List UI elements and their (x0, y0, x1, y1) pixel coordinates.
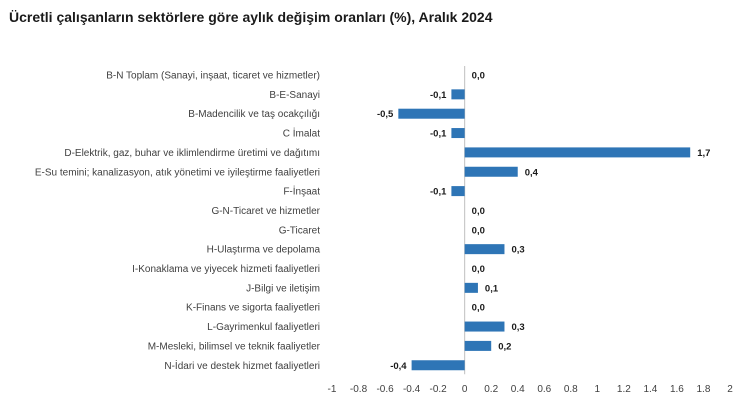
data-label: 0,2 (498, 341, 511, 352)
category-label: B-E-Sanayi (269, 90, 320, 101)
category-label: E-Su temini; kanalizasyon, atık yönetimi… (35, 167, 320, 178)
x-tick-label: -0.4 (403, 384, 421, 395)
x-tick-label: 1.6 (670, 384, 684, 395)
bar (464, 166, 518, 177)
category-label: B-Madencilik ve taş ocakçılığı (188, 109, 320, 120)
bar (464, 244, 505, 255)
bar (411, 360, 465, 371)
bar (464, 147, 691, 158)
bar (451, 89, 465, 100)
category-label: G-N-Ticaret ve hizmetler (211, 206, 320, 217)
x-tick-label: 1.2 (617, 384, 631, 395)
data-label: 0,0 (472, 264, 485, 275)
category-label: K-Finans ve sigorta faaliyetleri (186, 303, 320, 314)
category-label: B-N Toplam (Sanayi, inşaat, ticaret ve h… (106, 71, 320, 82)
x-tick-label: 0.4 (511, 384, 525, 395)
x-tick-label: 0.6 (537, 384, 551, 395)
bar (451, 128, 465, 139)
category-label: N-İdari ve destek hizmet faaliyetleri (164, 359, 320, 372)
data-label: -0,1 (430, 90, 447, 101)
x-tick-label: 1 (595, 384, 601, 395)
data-label: -0,5 (377, 109, 394, 120)
category-label: H-Ulaştırma ve depolama (207, 245, 321, 256)
data-label: 0,3 (511, 322, 524, 333)
data-label: 0,0 (472, 303, 485, 314)
bar (451, 186, 465, 197)
bar (464, 321, 505, 332)
data-label: -0,1 (430, 129, 447, 140)
x-tick-label: 0 (462, 384, 468, 395)
data-label: 0,3 (511, 245, 524, 256)
category-label: G-Ticaret (279, 225, 321, 236)
x-axis-ticks-group: -1 -0.8 -0.6 -0.4 -0.2 0 0.2 0.4 0.6 0.8 1 1.2 1.4 1.… (328, 384, 734, 395)
x-tick-label: 0.8 (564, 384, 578, 395)
data-label: -0,4 (390, 361, 407, 372)
data-labels-group: 0,0-0,1-0,5-0,11,70,4-0,10,00,00,30,00,1… (377, 71, 710, 372)
chart-title: Ücretli çalışanların sektörlere göre ayl… (9, 9, 493, 25)
bar (464, 282, 478, 293)
bar (398, 108, 465, 119)
x-tick-label: -0.8 (350, 384, 368, 395)
bars-group (398, 66, 691, 375)
category-label: L-Gayrimenkul faaliyetleri (207, 322, 320, 333)
data-label: 1,7 (697, 148, 710, 159)
x-tick-label: 0.2 (484, 384, 498, 395)
x-tick-label: 2 (727, 384, 733, 395)
category-label: M-Mesleki, bilimsel ve teknik faaliyetle… (148, 341, 321, 352)
category-label: F-İnşaat (283, 185, 320, 198)
x-tick-label: 1.8 (697, 384, 711, 395)
data-label: -0,1 (430, 187, 447, 198)
bar (464, 340, 492, 351)
x-tick-label: -1 (328, 384, 337, 395)
data-label: 0,1 (485, 283, 499, 294)
data-label: 0,0 (472, 225, 485, 236)
data-label: 0,0 (472, 71, 485, 82)
x-tick-label: -0.6 (376, 384, 394, 395)
data-label: 0,4 (525, 167, 539, 178)
category-label: I-Konaklama ve yiyecek hizmeti faaliyetl… (132, 264, 320, 275)
category-label: J-Bilgi ve iletişim (246, 283, 320, 294)
category-label: C İmalat (283, 127, 320, 140)
x-tick-label: -0.2 (430, 384, 448, 395)
category-labels-group: B-N Toplam (Sanayi, inşaat, ticaret ve h… (35, 71, 321, 372)
x-tick-label: 1.4 (643, 384, 657, 395)
category-label: D-Elektrik, gaz, buhar ve iklimlendirme … (64, 148, 320, 159)
data-label: 0,0 (472, 206, 485, 217)
